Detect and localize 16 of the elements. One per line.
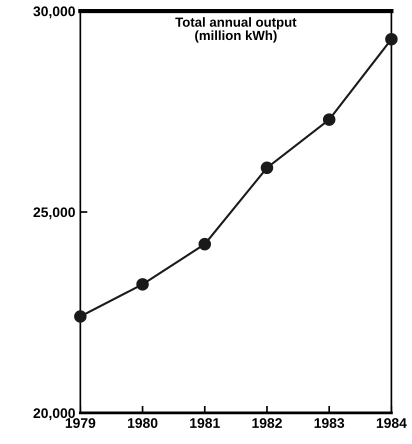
point (198, 238, 212, 250)
y-tick-label: 20,000 (33, 408, 75, 420)
x-tick-label: 1981 (190, 418, 220, 428)
x-tick-label: 1984 (376, 418, 407, 428)
x-tick-label: 1983 (314, 418, 344, 428)
point (74, 310, 87, 323)
text: Total annual output (million kWh) (175, 17, 296, 43)
x-tick-label: 1979 (66, 418, 96, 428)
x-tick-label: 1982 (252, 418, 282, 428)
point (322, 113, 336, 126)
y-tick-label: 25,000 (33, 207, 75, 220)
x-tick-label: 1980 (128, 418, 158, 428)
point (260, 162, 274, 174)
point (136, 278, 149, 291)
y-tick-label: 30,000 (33, 6, 75, 18)
point (385, 32, 398, 46)
